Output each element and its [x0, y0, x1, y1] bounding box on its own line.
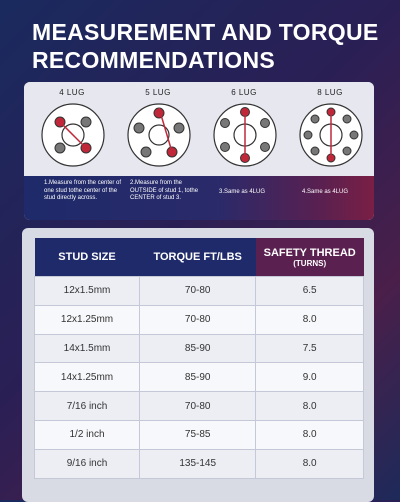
stud-size-cell: 14x1.25mm [33, 362, 141, 393]
stud-size-cell: 1/2 inch [33, 419, 141, 450]
table-row: 14x1.5mm 85-90 7.5 [33, 333, 364, 364]
torque-cell: 75-85 [139, 419, 257, 450]
lug-8-diagram: 8 LUG [286, 82, 374, 176]
torque-table-panel: STUD SIZE TORQUE FT/LBS SAFETY THREAD (T… [22, 228, 374, 502]
lug-4-diagram: 4 LUG [28, 82, 116, 176]
torque-cell: 70-80 [139, 304, 257, 335]
table-row: 7/16 inch 70-80 8.0 [33, 391, 364, 421]
lug-5-label: 5 LUG [145, 88, 171, 97]
lug-6-label: 6 LUG [231, 88, 257, 97]
torque-cell: 70-80 [139, 276, 257, 306]
safety-thread-cell: 7.5 [255, 333, 364, 364]
stud-size-cell: 14x1.5mm [33, 333, 141, 364]
safety-thread-cell: 8.0 [255, 304, 364, 335]
safety-thread-cell: 8.0 [255, 419, 364, 450]
table-row: 12x1.25mm 70-80 8.0 [33, 304, 364, 335]
stud-size-cell: 12x1.25mm [33, 304, 141, 335]
lug-notes-band [24, 176, 374, 220]
torque-cell: 85-90 [139, 333, 257, 364]
wheel-4-lug-icon [41, 103, 105, 167]
stud-size-cell: 9/16 inch [33, 448, 141, 479]
torque-cell: 135-145 [139, 448, 257, 479]
lug-4-note: 1.Measure from the center of one stud to… [44, 180, 122, 201]
table-row: 14x1.25mm 85-90 9.0 [33, 362, 364, 393]
lug-5-diagram: 5 LUG [114, 82, 202, 176]
torque-cell: 70-80 [139, 391, 257, 421]
wheel-5-lug-icon [127, 103, 191, 167]
lug-6-note: 3.Same as 4LUG [219, 189, 266, 195]
title-line-2: RECOMMENDATIONS [32, 47, 276, 73]
header-torque: TORQUE FT/LBS [139, 238, 256, 277]
lug-4-label: 4 LUG [59, 88, 85, 97]
table-row: 12x1.5mm 70-80 6.5 [33, 276, 364, 306]
stud-size-cell: 12x1.5mm [33, 276, 141, 306]
header-stud-size: STUD SIZE [34, 238, 140, 277]
safety-thread-cell: 8.0 [255, 391, 364, 421]
page-title: MEASUREMENT AND TORQUE RECOMMENDATIONS [32, 18, 382, 74]
safety-thread-cell: 8.0 [255, 448, 364, 479]
header-safety-thread: SAFETY THREAD (TURNS) [255, 238, 364, 277]
lug-diagram-panel: 4 LUG 5 LUG 6 LUG [24, 82, 374, 220]
lug-5-note: 2.Measure from the OUTSIDE of stud 1, to… [130, 180, 199, 201]
table-row: 1/2 inch 75-85 8.0 [33, 419, 364, 450]
wheel-8-lug-icon [299, 103, 363, 167]
header-turns-label: (TURNS) [293, 258, 327, 268]
torque-cell: 85-90 [139, 362, 257, 393]
stud-size-cell: 7/16 inch [33, 391, 141, 421]
lug-8-note: 4.Same as 4LUG [302, 189, 349, 195]
safety-thread-cell: 6.5 [255, 276, 364, 306]
table-row: 9/16 inch 135-145 8.0 [33, 448, 364, 479]
header-safety-thread-label: SAFETY THREAD [263, 246, 356, 259]
title-line-1: MEASUREMENT AND TORQUE [32, 19, 379, 45]
safety-thread-cell: 9.0 [255, 362, 364, 393]
wheel-6-lug-icon [213, 103, 277, 167]
lug-6-diagram: 6 LUG [200, 82, 288, 176]
lug-8-label: 8 LUG [317, 88, 343, 97]
torque-table: STUD SIZE TORQUE FT/LBS SAFETY THREAD (T… [33, 238, 364, 479]
